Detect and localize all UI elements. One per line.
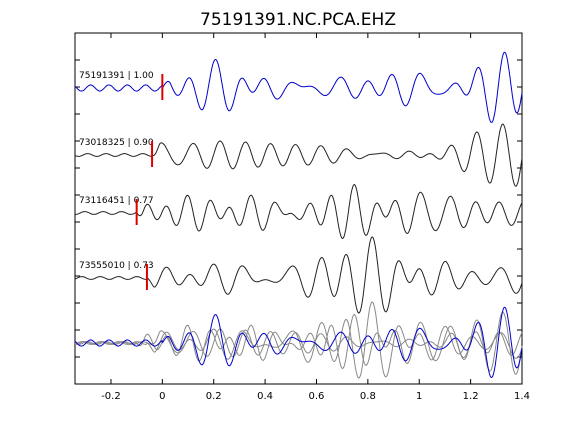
y-tick-marks bbox=[75, 59, 522, 358]
trace-2-waveform bbox=[74, 123, 523, 187]
stacked-traces bbox=[74, 301, 523, 379]
x-tick-label: -0.2 bbox=[101, 391, 121, 402]
trace-1-label: 75191391 | 1.00 bbox=[79, 71, 154, 81]
x-tick-label: 0 bbox=[159, 391, 165, 402]
stack-trace-3 bbox=[75, 313, 523, 370]
x-tick-label: 1.2 bbox=[463, 391, 479, 402]
chart-title: 75191391.NC.PCA.EHZ bbox=[200, 10, 396, 30]
stack-trace-2 bbox=[74, 311, 523, 375]
x-tick-label: 0.8 bbox=[360, 391, 376, 402]
stack-trace-4 bbox=[74, 301, 523, 379]
x-tick-label: 0.4 bbox=[257, 391, 273, 402]
trace-2-label: 73018325 | 0.90 bbox=[79, 138, 154, 148]
trace-4-label: 73555010 | 0.73 bbox=[79, 261, 154, 271]
plot-frame bbox=[74, 32, 523, 385]
trace-4-waveform bbox=[74, 236, 523, 314]
x-tick-label: 1.4 bbox=[514, 391, 530, 402]
trace-1-waveform bbox=[74, 51, 523, 123]
trace-3-label: 73116451 | 0.77 bbox=[79, 196, 154, 206]
x-axis: -0.2 0 0.2 0.4 0.6 0.8 1 1.2 1.4 bbox=[101, 33, 530, 402]
trace-3-waveform bbox=[75, 183, 523, 240]
stack-trace-1 bbox=[74, 306, 523, 378]
x-tick-label: 1 bbox=[416, 391, 422, 402]
x-tick-label: 0.2 bbox=[206, 391, 222, 402]
trace-group: 75191391 | 1.00 73018325 | 0.90 73116451 |… bbox=[74, 51, 523, 314]
x-tick-label: 0.6 bbox=[309, 391, 325, 402]
